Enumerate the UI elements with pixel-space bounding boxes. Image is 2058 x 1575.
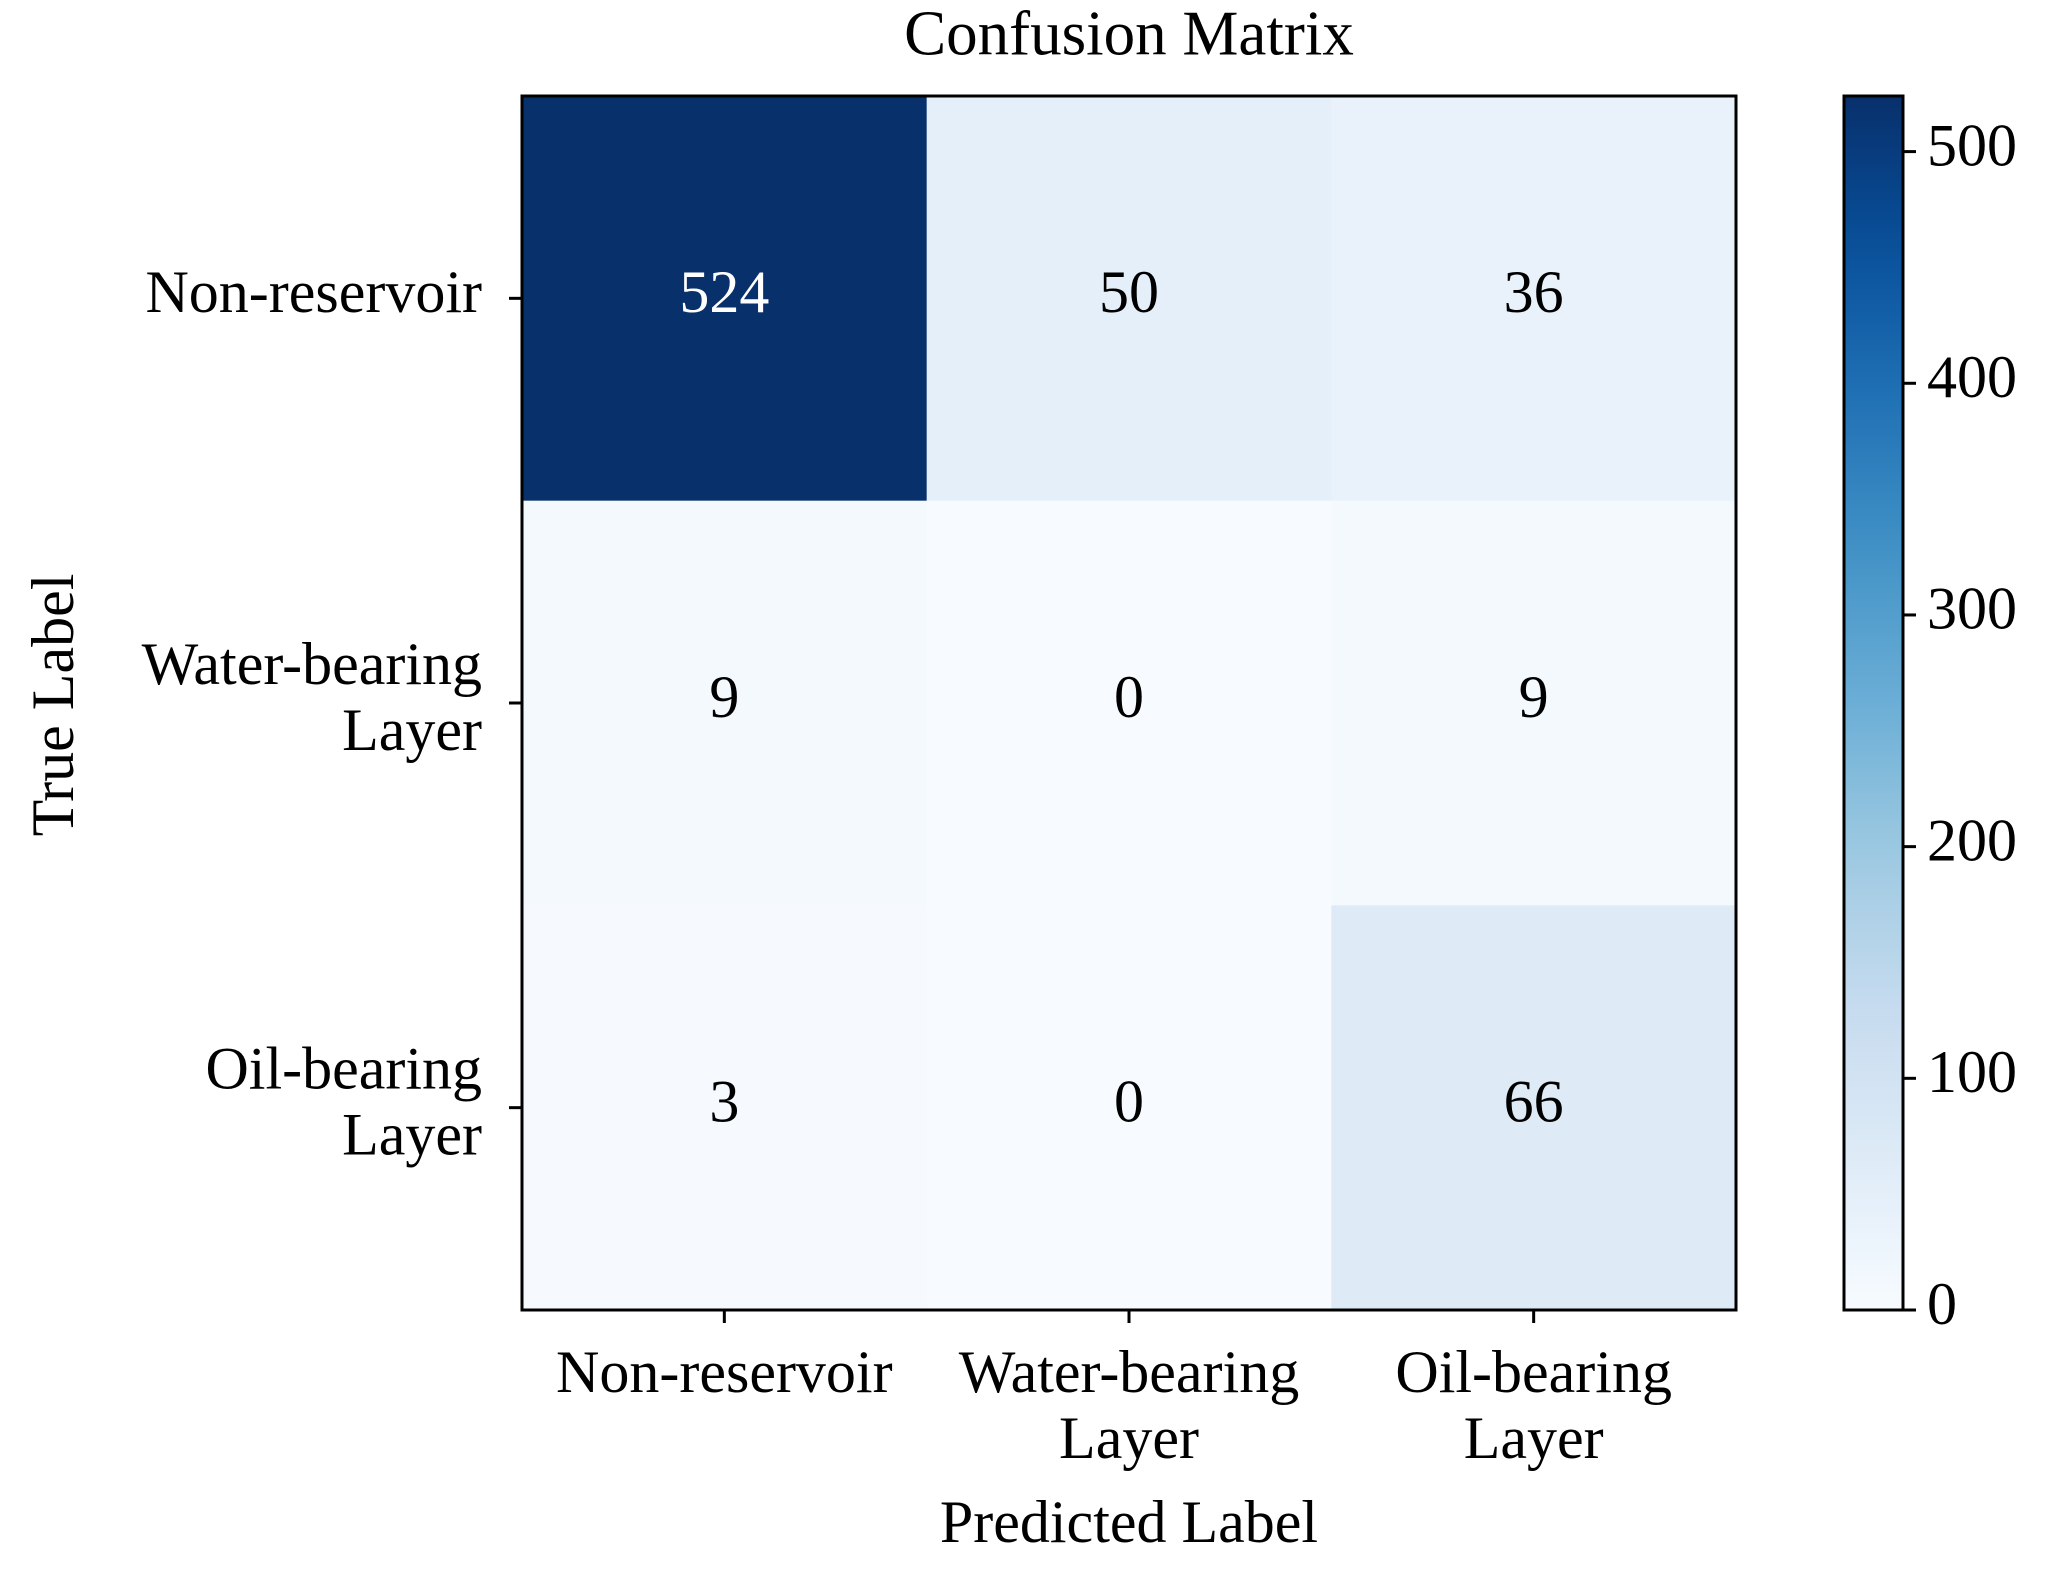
colorbar-tick-label: 100 <box>1927 1039 2017 1105</box>
heatmap-cell <box>1331 96 1737 502</box>
cell-value-label: 36 <box>1504 259 1564 325</box>
heatmap-cell <box>926 96 1332 502</box>
colorbar <box>1842 94 1905 1312</box>
y-tick-label: Non-reservoir <box>145 259 482 325</box>
chart-title: Confusion Matrix <box>904 0 1354 68</box>
colorbar-tick-label: 300 <box>1927 576 2017 642</box>
heatmap-cell <box>926 905 1332 1311</box>
y-tick-label: Water-bearing Layer <box>142 631 482 763</box>
colorbar-tick-label: 400 <box>1927 344 2017 410</box>
x-tick-label: Non-reservoir <box>556 1339 893 1405</box>
cell-value-label: 0 <box>1114 664 1144 730</box>
cell-value-label: 0 <box>1114 1068 1144 1134</box>
cell-value-label: 9 <box>709 664 739 730</box>
colorbar-tick-label: 500 <box>1927 112 2017 178</box>
y-tick-label: Oil-bearing Layer <box>205 1035 482 1167</box>
heatmap-cell <box>522 96 928 502</box>
x-axis-label: Predicted Label <box>940 1489 1318 1555</box>
x-tick-label: Oil-bearing Layer <box>1395 1339 1672 1471</box>
cell-value-label: 66 <box>1504 1068 1564 1134</box>
heatmap-cell <box>522 500 928 906</box>
heatmap-cell <box>522 905 928 1311</box>
x-tick-label: Water-bearing Layer <box>959 1339 1299 1471</box>
colorbar-tick-label: 200 <box>1927 807 2017 873</box>
cell-value-label: 9 <box>1519 664 1549 730</box>
cell-value-label: 524 <box>679 259 769 325</box>
cell-value-label: 3 <box>709 1068 739 1134</box>
cell-value-label: 50 <box>1099 259 1159 325</box>
heatmap-cell <box>1331 905 1737 1311</box>
heatmap-cell <box>926 500 1332 906</box>
colorbar-tick-label: 0 <box>1927 1271 1957 1337</box>
heatmap-cell <box>1331 500 1737 906</box>
y-axis-label: True Label <box>20 574 86 837</box>
